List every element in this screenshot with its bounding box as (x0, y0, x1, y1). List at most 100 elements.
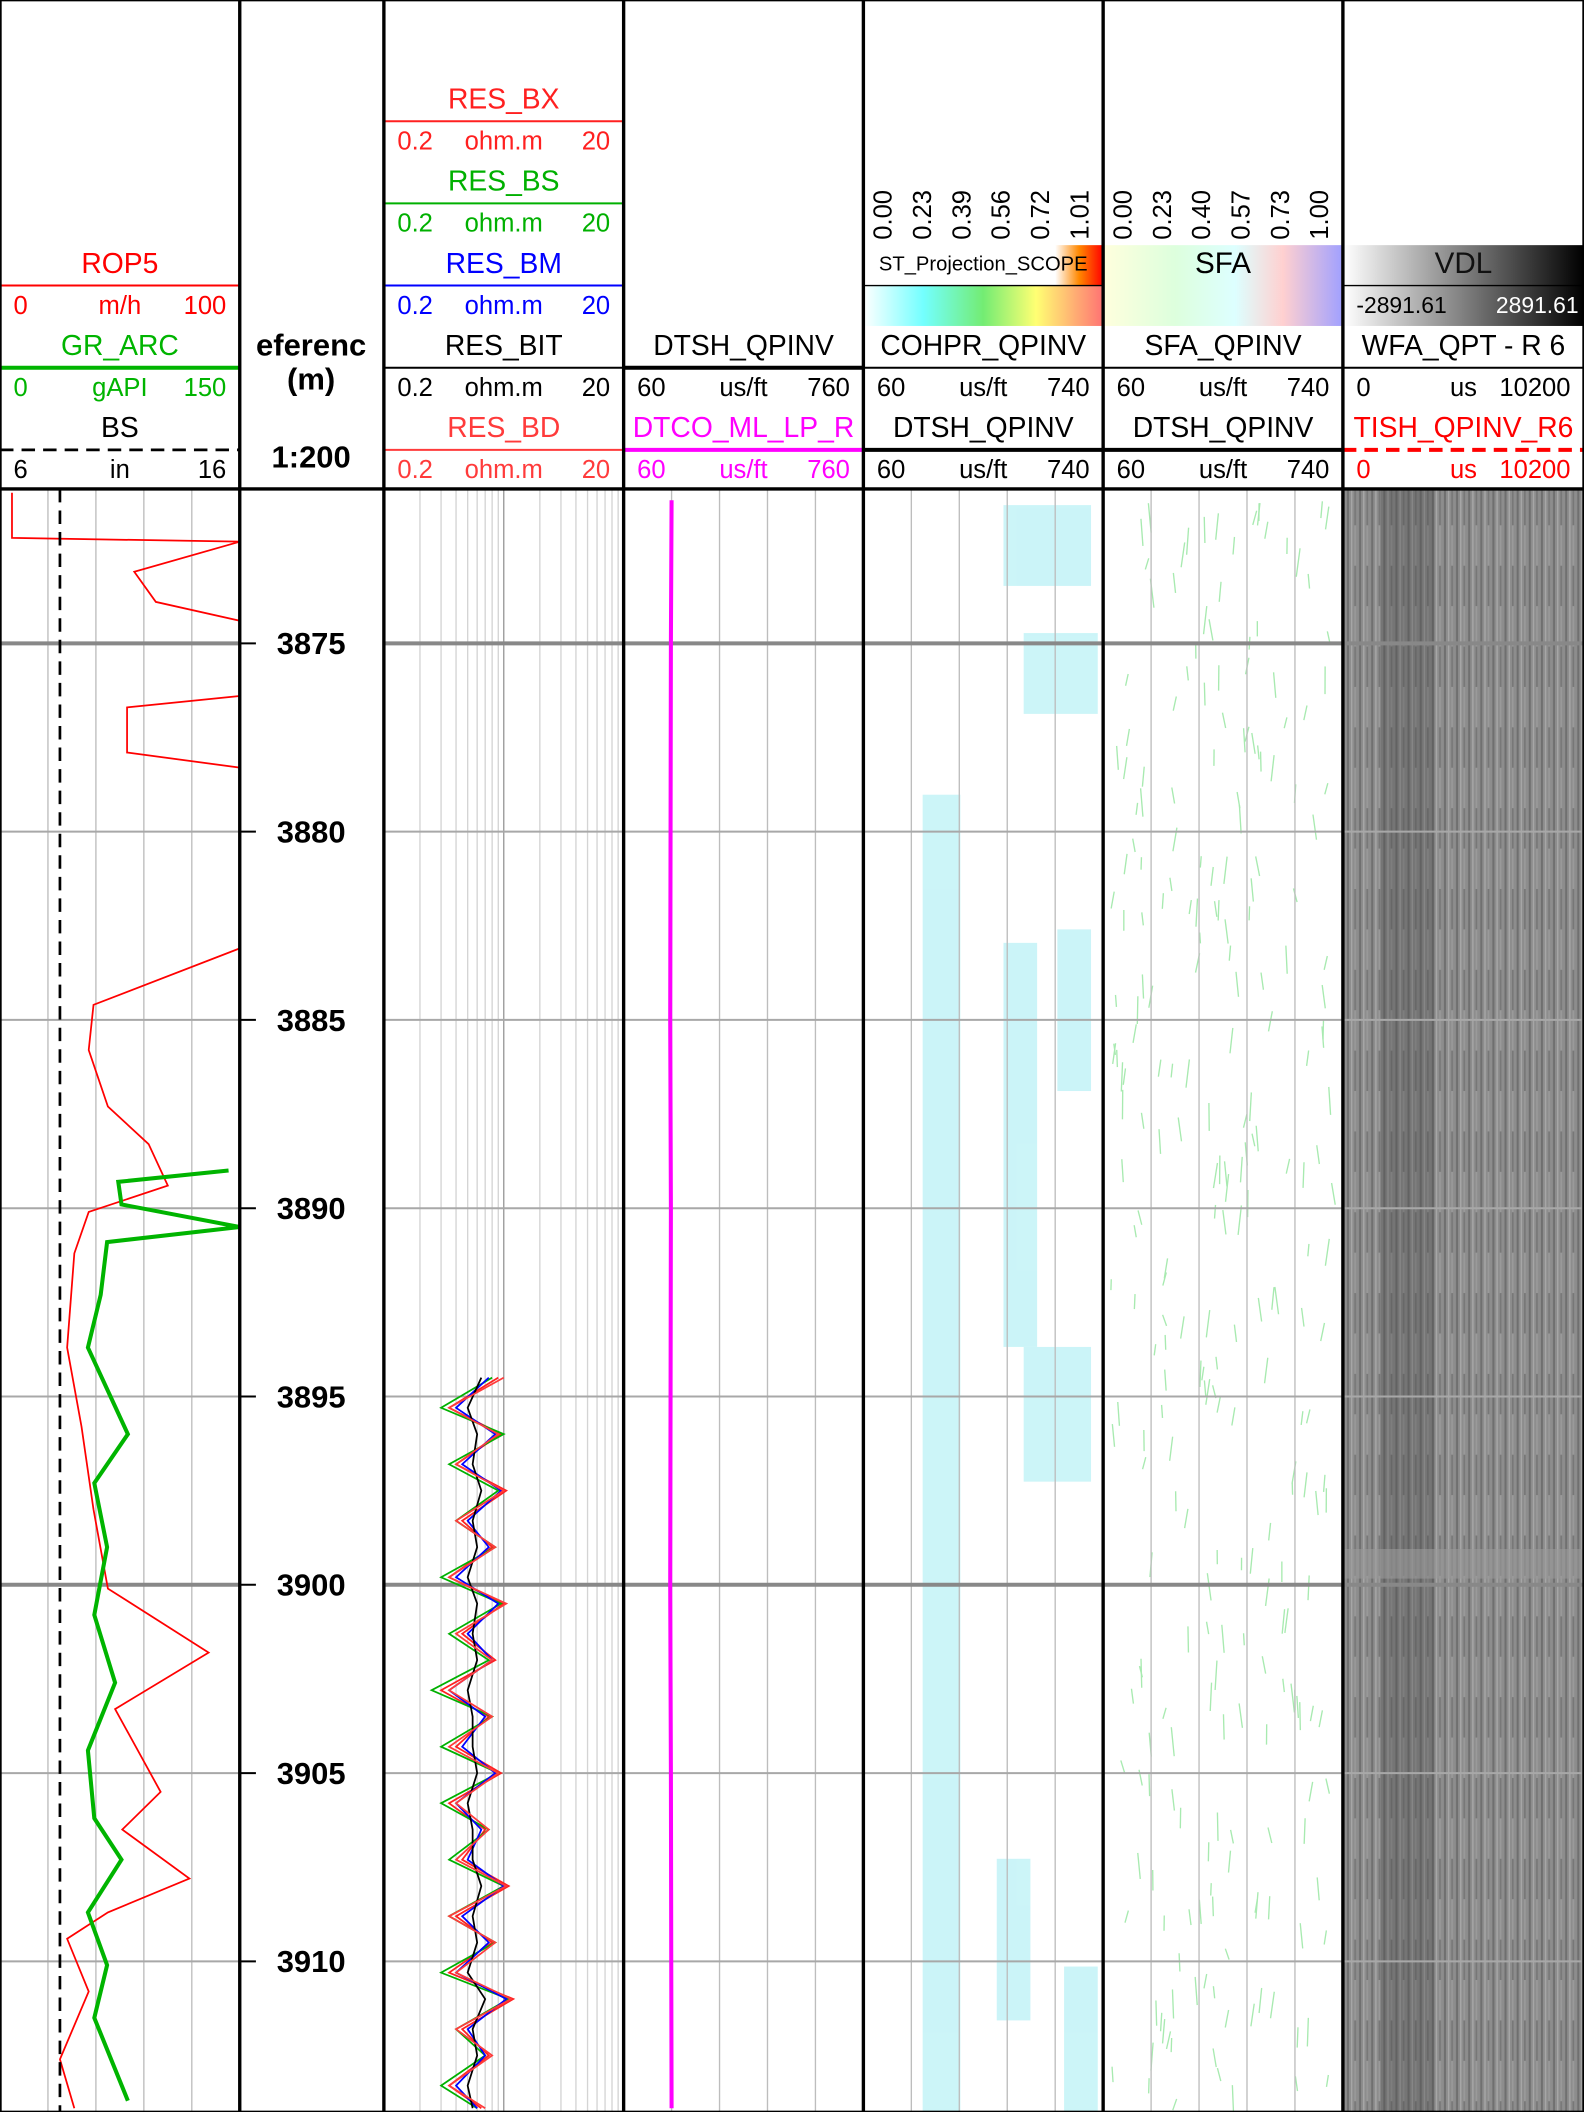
sfa-speckle (1242, 1633, 1245, 1646)
scale-min: 0.2 (397, 128, 433, 156)
scale-min: 0.2 (397, 292, 433, 320)
sfa-speckle (1328, 1086, 1332, 1115)
sfa-speckle (1282, 1678, 1286, 1693)
colorbar-tick-label: 0.40 (1188, 190, 1216, 240)
scale-min: 60 (637, 456, 665, 484)
sfa-speckle (1141, 766, 1145, 787)
sfa-speckle (1299, 1702, 1302, 1731)
colorbar-tick-label: 0.73 (1267, 190, 1295, 240)
scale-max: 760 (807, 374, 850, 402)
sfa-speckle (1205, 1379, 1211, 1405)
colorbar-title: SFA (1195, 247, 1251, 280)
colorbar-tick-label: 0.00 (870, 190, 898, 240)
sfa-speckle (1163, 1258, 1169, 1279)
colorbar (863, 245, 1104, 286)
sfa-speckle (1300, 1411, 1304, 1426)
sfa-speckle (1159, 2012, 1163, 2032)
sfa-speckle (1205, 1309, 1211, 1338)
sfa-speckle (1316, 1877, 1320, 1901)
scale-min: 60 (1117, 456, 1145, 484)
scale-max: 740 (1287, 374, 1330, 402)
depth-tick-label: 3910 (277, 1944, 346, 1979)
sfa-speckle (1201, 1366, 1205, 1381)
sfa-speckle (1140, 1658, 1143, 1688)
sfa-speckle (1132, 838, 1136, 853)
colorbar-max: 2891.61 (1496, 292, 1579, 318)
sfa-speckle (1258, 1987, 1263, 2014)
sfa-speckle (1209, 1682, 1213, 1712)
sfa-speckle (1164, 1334, 1167, 1350)
sfa-speckle (1216, 1812, 1219, 1841)
sfa-speckle (1281, 1609, 1286, 1634)
sfa-speckle (1172, 572, 1177, 594)
sfa-speckle (1124, 673, 1129, 686)
sfa-speckle (1256, 745, 1260, 760)
sfa-speckle (1242, 728, 1246, 753)
scale-unit: us (1450, 374, 1477, 402)
sfa-speckle (1155, 2000, 1158, 2026)
sfa-speckle (1223, 1161, 1228, 1187)
sfa-speckle (1117, 1401, 1121, 1426)
sfa-speckle (1324, 783, 1329, 795)
sfa-speckle (1165, 2031, 1172, 2050)
sfa-speckle (1315, 1490, 1319, 1516)
scale-min: 0 (13, 374, 27, 402)
sfa-speckle (1210, 866, 1214, 886)
sfa-speckle (1222, 1209, 1227, 1235)
sfa-speckle (1170, 1063, 1174, 1078)
sfa-speckle (1132, 1024, 1137, 1043)
scale-min: 60 (1117, 374, 1145, 402)
sfa-speckle (1295, 548, 1301, 577)
colorbar (1103, 245, 1343, 326)
colorbar-min: -2891.61 (1356, 292, 1446, 318)
sfa-speckle (1307, 1575, 1310, 1601)
sfa-speckle (1224, 919, 1229, 944)
colorbar-tick-label: 0.39 (948, 190, 976, 240)
sfa-speckle (1249, 1092, 1253, 1122)
sfa-speckle (1137, 1852, 1141, 1879)
sfa-speckle (1114, 994, 1118, 1007)
curve-name: DTSH_QPINV (653, 329, 834, 361)
sfa-speckle (1312, 814, 1318, 840)
cohpr-image (922, 505, 1098, 2112)
sfa-speckle (1285, 945, 1288, 974)
sfa-speckle (1307, 1243, 1310, 1257)
sfa-speckle (1324, 1238, 1330, 1266)
scale-min: 60 (877, 456, 905, 484)
sfa-speckle (1251, 732, 1256, 754)
scale-unit: ohm.m (465, 456, 543, 484)
sfa-speckle (1296, 2027, 1299, 2048)
curve-name: DTSH_QPINV (1133, 411, 1314, 443)
scale-unit: us/ft (959, 374, 1007, 402)
sfa-speckle (1223, 856, 1228, 884)
scale-min: 0 (1356, 456, 1370, 484)
scale-unit: in (110, 456, 130, 484)
scale-unit: m/h (99, 292, 142, 320)
colorbar-title: VDL (1435, 247, 1493, 280)
depth-tick-label: 3905 (277, 1756, 346, 1791)
sfa-speckle (1255, 1125, 1259, 1152)
sfa-speckle (1120, 1760, 1126, 1774)
sfa-speckle (1160, 1404, 1164, 1418)
scale-max: 20 (582, 210, 610, 238)
sfa-speckle (1170, 1727, 1175, 1757)
sfa-speckle (1238, 805, 1242, 834)
sfa-speckle (1110, 891, 1115, 909)
curve-name: GR_ARC (61, 329, 179, 361)
sfa-speckle (1161, 1314, 1168, 1327)
curve-name: DTSH_QPINV (893, 411, 1074, 443)
scale-unit: us/ft (959, 456, 1007, 484)
sfa-speckle (1171, 1989, 1175, 2019)
sfa-speckle (1123, 853, 1128, 875)
sfa-speckle (1227, 1850, 1232, 1873)
sfa-speckle (1148, 1774, 1151, 1797)
depth-unit: (m) (287, 361, 335, 396)
scale-unit: us/ft (1199, 374, 1247, 402)
sfa-speckle (1268, 1522, 1272, 1541)
curve-name: WFA_QPT - R 6 (1362, 329, 1566, 361)
sfa-speckle (1216, 2067, 1222, 2082)
sfa-speckle (1237, 1205, 1243, 1235)
sfa-speckle (1325, 2074, 1330, 2088)
